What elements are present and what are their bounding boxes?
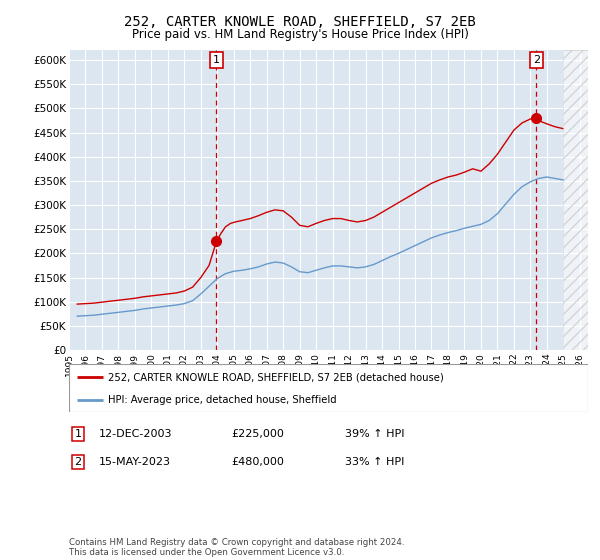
Text: £225,000: £225,000 (231, 429, 284, 439)
Text: 1: 1 (74, 429, 82, 439)
Text: 1: 1 (213, 55, 220, 65)
Text: 33% ↑ HPI: 33% ↑ HPI (345, 457, 404, 467)
Text: 12-DEC-2003: 12-DEC-2003 (99, 429, 173, 439)
Bar (563, 50, 588, 350)
Text: 2: 2 (74, 457, 82, 467)
Text: £480,000: £480,000 (231, 457, 284, 467)
Text: 39% ↑ HPI: 39% ↑ HPI (345, 429, 404, 439)
Text: 15-MAY-2023: 15-MAY-2023 (99, 457, 171, 467)
Text: HPI: Average price, detached house, Sheffield: HPI: Average price, detached house, Shef… (108, 395, 337, 405)
Text: 252, CARTER KNOWLE ROAD, SHEFFIELD, S7 2EB (detached house): 252, CARTER KNOWLE ROAD, SHEFFIELD, S7 2… (108, 372, 443, 382)
Text: Price paid vs. HM Land Registry's House Price Index (HPI): Price paid vs. HM Land Registry's House … (131, 28, 469, 41)
Text: 2: 2 (533, 55, 540, 65)
Text: Contains HM Land Registry data © Crown copyright and database right 2024.
This d: Contains HM Land Registry data © Crown c… (69, 538, 404, 557)
Text: 252, CARTER KNOWLE ROAD, SHEFFIELD, S7 2EB: 252, CARTER KNOWLE ROAD, SHEFFIELD, S7 2… (124, 15, 476, 29)
